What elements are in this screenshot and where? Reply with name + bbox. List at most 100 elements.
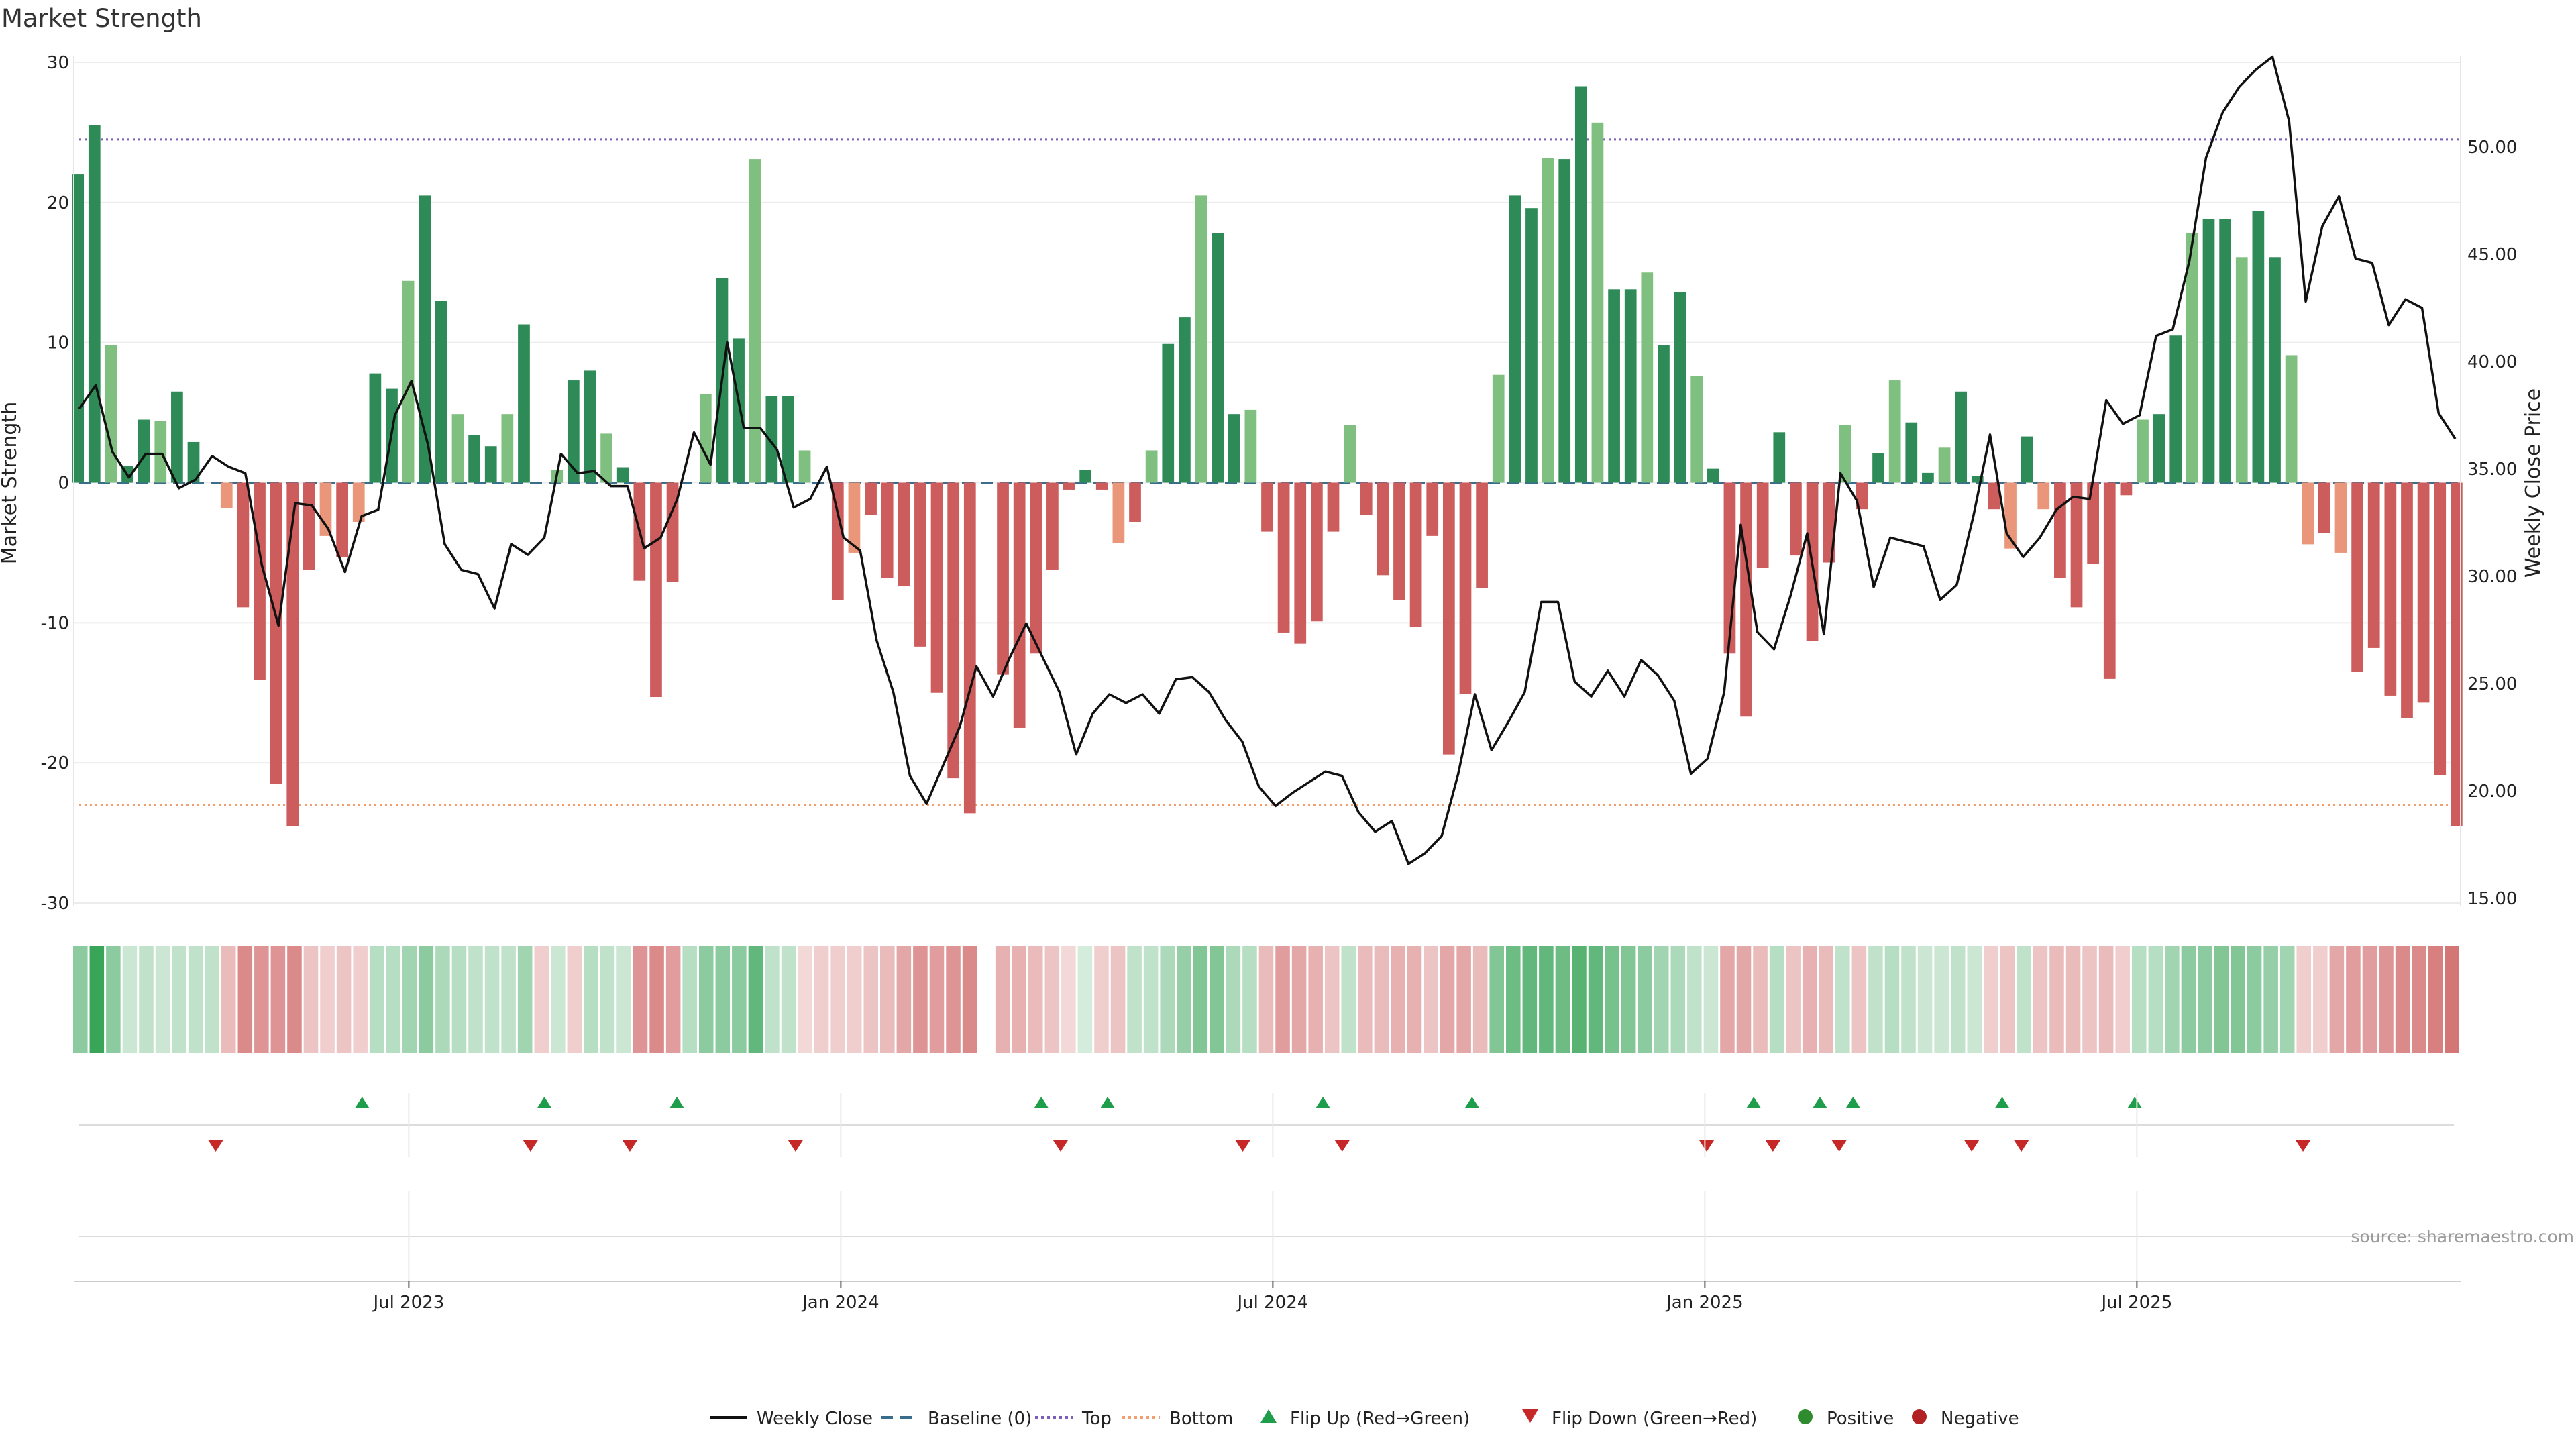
legend-label: Flip Down (Green→Red) — [1552, 1409, 1757, 1429]
negative-strength-bar — [1327, 482, 1340, 532]
flip-up-marker — [1100, 1097, 1116, 1108]
heat-cell-negative — [254, 946, 269, 1053]
y-tick-label: -20 — [41, 753, 69, 773]
negative-strength-bar — [2351, 482, 2363, 672]
positive-strength-bar — [798, 450, 811, 483]
heat-cell-negative — [1802, 946, 1817, 1053]
negative-strength-bar — [1261, 482, 1273, 532]
positive-strength-bar — [616, 467, 629, 483]
flip-down-marker — [208, 1140, 223, 1152]
negative-strength-bar — [848, 482, 861, 553]
heat-cell-negative — [1424, 946, 1438, 1053]
y2-tick-label: 15.00 — [2467, 889, 2517, 909]
flip-down-marker — [1699, 1140, 1715, 1152]
heat-cell-negative — [221, 946, 236, 1053]
y2-tick-label: 35.00 — [2467, 460, 2517, 480]
heat-cell-negative — [1110, 946, 1126, 1053]
heat-cell-positive — [2131, 946, 2147, 1053]
heat-cell-negative — [1358, 946, 1373, 1053]
heat-cell-positive — [1621, 946, 1636, 1053]
negative-strength-bar — [254, 482, 266, 680]
positive-strength-bar — [1707, 468, 1719, 483]
heat-cell-negative — [534, 946, 549, 1053]
flip-up-marker — [669, 1097, 685, 1108]
legend-label: Baseline (0) — [928, 1409, 1032, 1429]
heat-cell-positive — [468, 946, 483, 1053]
heat-cell-negative — [336, 946, 352, 1053]
positive-strength-bar — [2252, 211, 2265, 483]
negative-strength-bar — [865, 482, 877, 515]
positive-strength-bar — [1145, 450, 1158, 483]
heat-cell-negative — [962, 946, 977, 1053]
heat-cell-negative — [2000, 946, 2015, 1053]
negative-strength-bar — [1409, 482, 1422, 627]
negative-strength-bar — [2417, 482, 2430, 703]
positive-strength-bar — [1690, 376, 1703, 483]
positive-strength-bar — [518, 324, 530, 483]
heat-cell-negative — [1308, 946, 1323, 1053]
heat-cell-positive — [1917, 946, 1933, 1053]
heat-cell-negative — [2313, 946, 2328, 1053]
heat-cell-positive — [1522, 946, 1538, 1053]
positive-strength-bar — [584, 370, 596, 483]
x-tick-label: Jan 2025 — [1665, 1293, 1743, 1313]
heat-cell-positive — [2181, 946, 2196, 1053]
heat-cell-positive — [698, 946, 714, 1053]
heat-cell-positive — [1341, 946, 1356, 1053]
weekly-close-line-group — [78, 55, 2457, 865]
y-tick-label: -10 — [41, 613, 69, 633]
positive-strength-bar — [2202, 219, 2215, 483]
heat-cell-positive — [2198, 946, 2212, 1053]
flip-down-marker — [523, 1140, 538, 1152]
heat-cell-positive — [551, 946, 566, 1053]
heat-cell-negative — [1291, 946, 1307, 1053]
heat-cell-negative — [1374, 946, 1389, 1053]
negative-strength-bar — [1277, 482, 1290, 633]
heat-cell-negative — [2329, 946, 2345, 1053]
heat-cell-negative — [270, 946, 286, 1053]
y2-tick-label: 40.00 — [2467, 352, 2517, 372]
heat-cell-negative — [1456, 946, 1471, 1053]
negative-strength-bar — [237, 482, 250, 608]
legend-label: Negative — [1941, 1409, 2019, 1429]
flip-up-marker — [1464, 1097, 1480, 1108]
heat-cell-negative — [1407, 946, 1422, 1053]
heat-cell-positive — [682, 946, 697, 1053]
positive-strength-bar — [1162, 343, 1175, 483]
positive-strength-bar — [105, 345, 117, 483]
heat-cell-positive — [1176, 946, 1191, 1053]
heat-cell-positive — [1143, 946, 1159, 1053]
negative-strength-bar — [286, 482, 299, 826]
heat-cell-negative — [863, 946, 879, 1053]
positive-strength-bar — [733, 338, 745, 483]
negative-strength-bar — [1063, 482, 1075, 490]
heat-cell-positive — [715, 946, 731, 1053]
heat-cell-positive — [1638, 946, 1652, 1053]
heat-cell-negative — [2445, 946, 2459, 1053]
flip-down-marker — [1334, 1140, 1350, 1152]
negative-strength-bar — [650, 482, 662, 698]
positive-strength-bar — [187, 441, 200, 483]
legend-item: Top — [1035, 1409, 1112, 1429]
x-tick-label: Jul 2025 — [2100, 1293, 2172, 1313]
negative-strength-bar — [220, 482, 233, 508]
heat-cell-negative — [1819, 946, 1834, 1053]
strength-bars — [72, 86, 2463, 826]
heat-cell-positive — [2231, 946, 2245, 1053]
heat-cell-negative — [1258, 946, 1274, 1053]
heat-cell-positive — [765, 946, 780, 1053]
positive-strength-bar — [1938, 447, 1951, 483]
heat-cell-negative — [1044, 946, 1060, 1053]
positive-strength-bar — [1574, 86, 1587, 483]
heat-cell-positive — [402, 946, 417, 1053]
positive-strength-bar — [1872, 453, 1884, 483]
heat-cell-negative — [665, 946, 681, 1053]
heat-cell-negative — [847, 946, 862, 1053]
legend: Weekly Close Baseline (0) Top Bottom Flip Up… — [710, 1409, 2019, 1429]
positive-strength-bar — [484, 446, 497, 483]
y-tick-label: 0 — [58, 474, 69, 494]
heat-cell-negative — [1720, 946, 1735, 1053]
negative-strength-bar — [963, 482, 976, 814]
heat-cell-positive — [1226, 946, 1241, 1053]
